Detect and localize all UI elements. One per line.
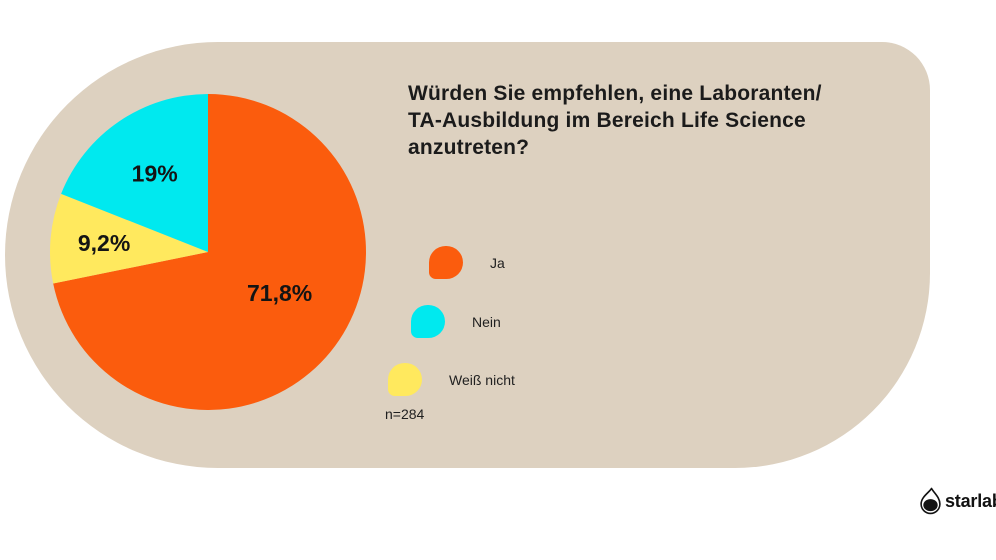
pie-chart: 71,8% 9,2% 19% [50,94,366,410]
legend-label-nein: Nein [472,313,501,330]
legend-swatch-weiss-nicht [388,363,422,396]
pie-value-label-nein: 19% [132,161,178,187]
chart-title: Würden Sie empfehlen, eine Laboranten/ T… [408,82,822,159]
legend-item-nein: Nein [411,305,501,338]
legend-swatch-ja [429,246,463,279]
legend-label-ja: Ja [490,254,505,271]
pie-value-label-ja: 71,8% [247,280,312,306]
sample-size-label: n=284 [385,406,425,422]
starlab-droplet-icon [920,487,941,515]
legend-item-weiss-nicht: Weiß nicht [388,363,515,396]
pie-value-label-wei-nicht: 9,2% [78,230,130,256]
legend-label-weiss-nicht: Weiß nicht [449,371,515,388]
brand-wordmark: starlab [945,491,996,511]
pie-slice-wei-nicht [50,193,208,284]
legend-item-ja: Ja [429,246,505,279]
pie-slice-nein [61,94,208,252]
legend-swatch-nein [411,305,445,338]
brand-logo: starlab [919,487,996,516]
pie-slice-ja [53,94,366,410]
